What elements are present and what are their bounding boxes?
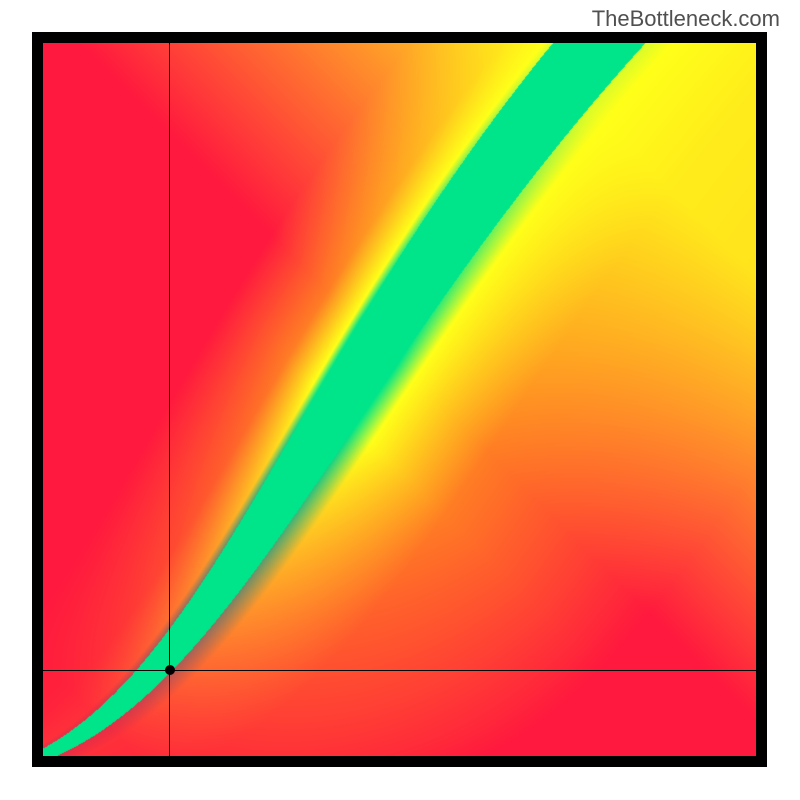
watermark-text: TheBottleneck.com [592, 6, 780, 32]
crosshair-vertical [169, 43, 170, 756]
crosshair-horizontal [43, 670, 756, 671]
chart-container: TheBottleneck.com [0, 0, 800, 800]
bottleneck-heatmap [43, 43, 756, 756]
